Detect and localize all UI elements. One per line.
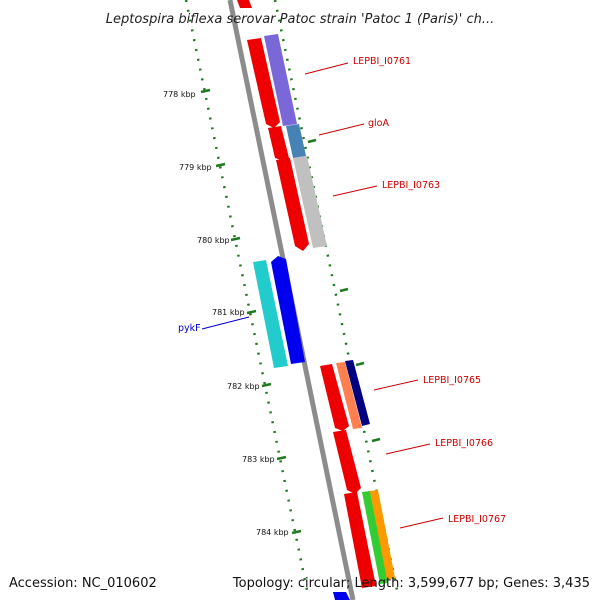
gene-feature-lepbi-i0765-salmon (336, 362, 362, 429)
gene-label-lepbi-i0766: LEPBI_I0766 (435, 438, 493, 449)
gene-feature-gloa-red (268, 126, 289, 161)
tick-label-778: 778 kbp (163, 90, 196, 99)
genome-summary-text: Topology: circular; Length: 3,599,677 bp… (232, 576, 590, 591)
leader-lepbi-i0765 (373, 379, 419, 391)
tick-label-779: 779 kbp (179, 163, 212, 172)
gene-feature-lepbi-i0763 (293, 156, 327, 248)
gene-label-pykf: pykF (178, 323, 201, 334)
gene-feature-lepbi-i0767 (370, 490, 395, 580)
tick-mark (215, 162, 226, 168)
gene-feature-partial-top (237, 0, 252, 8)
gene-feature-lepbi-i0761-red (247, 38, 280, 128)
tick-mark (307, 138, 317, 144)
gene-feature-partial-bottom (333, 592, 350, 600)
gene-feature-gloa (286, 124, 306, 158)
gene-feature-lepbi-i0766 (333, 430, 361, 494)
tick-mark (200, 88, 211, 94)
tick-mark (276, 455, 287, 461)
gene-feature-lepbi-i0761 (264, 34, 297, 126)
gene-label-lepbi-i0765: LEPBI_I0765 (423, 375, 481, 386)
gene-label-lepbi-i0767: LEPBI_I0767 (448, 514, 506, 525)
left-tick-track (184, 0, 309, 591)
gene-feature-lepbi-i0767-red (344, 492, 376, 588)
tick-mark (230, 236, 241, 242)
gene-label-lepbi-i0761: LEPBI_I0761 (353, 56, 411, 67)
tick-marks (200, 88, 381, 535)
tick-label-781: 781 kbp (212, 308, 245, 317)
gene-feature-lepbi-i0763-red (276, 158, 309, 251)
accession-text: Accession: NC_010602 (9, 576, 157, 591)
leader-gloa (318, 123, 365, 136)
tick-tracks (184, 0, 399, 591)
gene-feature-pykf-cyan (253, 260, 288, 368)
leader-lepbi-i0763 (332, 185, 378, 197)
gene-feature-lepbi-i0765-red (320, 364, 349, 431)
tick-mark (371, 437, 381, 443)
gene-feature-lepbi-i0767-green (362, 491, 388, 584)
tick-mark (291, 529, 302, 535)
tick-mark (339, 287, 349, 293)
right-tick-track (273, 0, 399, 591)
tick-label-782: 782 kbp (227, 382, 260, 391)
tick-mark (246, 309, 257, 315)
label-leaders (201, 62, 444, 529)
map-title: Leptospira biflexa serovar Patoc strain … (106, 12, 494, 27)
gene-label-lepbi-i0763: LEPBI_I0763 (382, 180, 440, 191)
tick-labels: 778 kbp 779 kbp 780 kbp 781 kbp 782 kbp … (163, 90, 289, 537)
gene-label-gloa: gloA (368, 118, 389, 129)
leader-lepbi-i0761 (304, 62, 349, 75)
gene-labels: LEPBI_I0761 gloA LEPBI_I0763 pykF LEPBI_… (178, 56, 506, 525)
tick-label-783: 783 kbp (242, 455, 275, 464)
leader-pykf (201, 316, 250, 330)
gene-feature-lepbi-i0765 (345, 360, 370, 426)
gene-feature-pykf (271, 256, 305, 364)
tick-label-780: 780 kbp (197, 236, 230, 245)
leader-lepbi-i0767 (399, 517, 444, 529)
tick-mark (261, 382, 272, 388)
leader-lepbi-i0766 (385, 443, 431, 455)
tick-mark (355, 361, 365, 367)
tick-label-784: 784 kbp (256, 528, 289, 537)
